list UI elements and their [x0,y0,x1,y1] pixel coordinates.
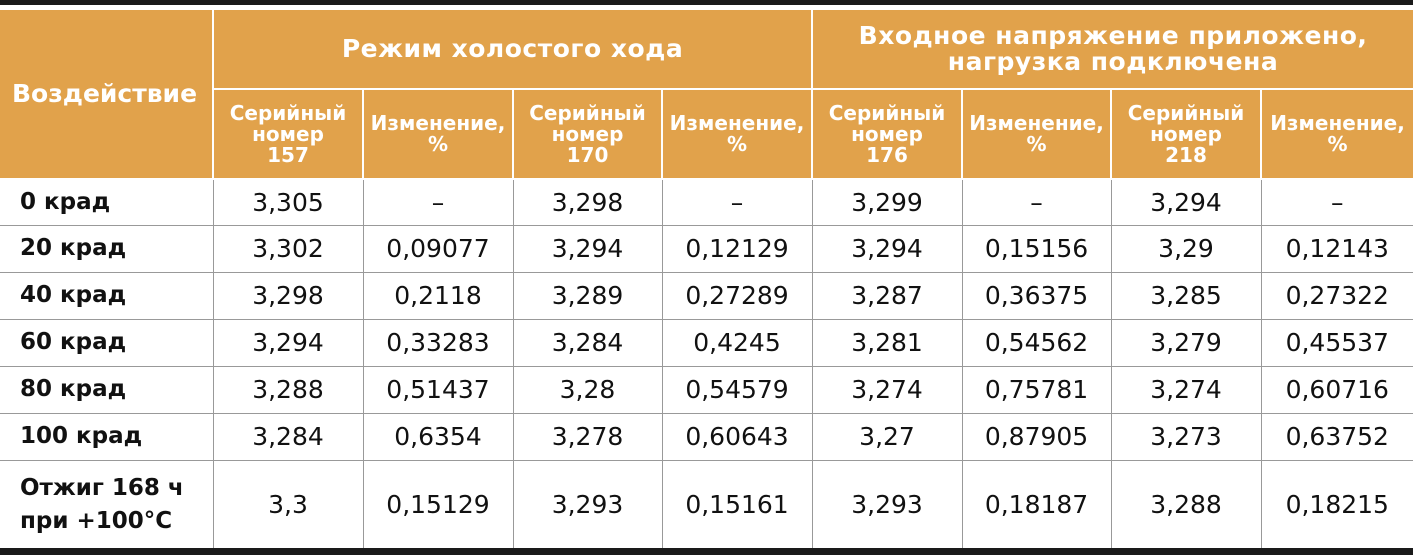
cell: 3,305 [212,178,364,226]
cell: 0,60716 [1260,365,1413,414]
cell: 3,294 [512,224,663,273]
header-row: Воздействие Режим холостого хода Входное н… [0,8,1413,180]
cell: 3,294 [212,318,364,367]
cell: 3,274 [811,365,963,414]
group-header: Входное напряжение приложено, нагрузка п… [811,8,1413,90]
cell: 0,87905 [961,412,1112,461]
cell: 3,273 [1110,412,1262,461]
header-cell: Воздействие [0,8,214,180]
table-row: Отжиг 168 ч при +100°C 3,3 0,15129 3,293 0,1… [0,459,1413,550]
cell: – [961,178,1112,226]
row-label: 80 крад [0,365,214,414]
cell: 0,60643 [661,412,813,461]
cell: 3,293 [811,459,963,550]
cell: 3,288 [212,365,364,414]
top-rule [0,0,1413,5]
row-label: 20 крад [0,224,214,273]
cell: 3,293 [512,459,663,550]
cell: 0,12129 [661,224,813,273]
column-header: Серийный номер 218 [1110,88,1263,180]
cell: – [661,178,813,226]
cell: 3,287 [811,271,963,320]
row-label: 100 крад [0,412,214,461]
cell: 3,298 [212,271,364,320]
cell: 0,09077 [362,224,514,273]
row-label: 60 крад [0,318,214,367]
cell: 3,294 [1110,178,1262,226]
cell: 0,27289 [661,271,813,320]
row-label: 40 крад [0,271,214,320]
table-row: 20 крад 3,302 0,09077 3,294 0,12129 3,294 0,15… [0,224,1413,273]
header-row: Серийный номер 157 Изменение, % Серийный н… [0,88,1413,180]
cell: 0,63752 [1260,412,1413,461]
cell: 0,54562 [961,318,1112,367]
cell: 3,284 [212,412,364,461]
column-header: Серийный номер 157 [212,88,364,180]
cell: 3,284 [512,318,663,367]
cell: 0,4245 [661,318,813,367]
cell: 3,289 [512,271,663,320]
column-header: Изменение, % [961,88,1113,180]
cell: 3,29 [1110,224,1262,273]
cell: 0,12143 [1260,224,1413,273]
column-header: Изменение, % [362,88,514,180]
column-header: Серийный номер 170 [512,88,663,180]
cell: 0,18187 [961,459,1112,550]
cell: 3,27 [811,412,963,461]
table-row: 60 крад 3,294 0,33283 3,284 0,4245 3,281 0,545… [0,318,1413,367]
cell: 0,15156 [961,224,1112,273]
cell: 3,3 [212,459,364,550]
group-header: Режим холостого хода [211,8,814,90]
cell: 3,285 [1110,271,1262,320]
cell: 3,28 [512,365,663,414]
cell: 0,27322 [1260,271,1413,320]
column-header: Изменение, % [660,88,814,180]
cell: 3,278 [512,412,663,461]
data-table: Воздействие Режим холостого хода Входное н… [0,8,1413,550]
cell: 0,15161 [661,459,813,550]
bottom-rule [0,548,1413,555]
table-row: 0 крад 3,305–3,298–3,299–3,294– [0,178,1413,226]
cell: 3,298 [512,178,663,226]
cell: 3,279 [1110,318,1262,367]
cell: 3,281 [811,318,963,367]
cell: 0,54579 [661,365,813,414]
table-row: 100 крад 3,284 0,6354 3,278 0,60643 3,27 0,879… [0,412,1413,461]
row-label: Отжиг 168 ч при +100°C [0,459,214,550]
cell: 0,33283 [362,318,514,367]
cell: 3,288 [1110,459,1262,550]
row-label: 0 крад [0,178,214,226]
cell: 0,2118 [362,271,514,320]
cell: 0,45537 [1260,318,1413,367]
column-header: Серийный номер 176 [811,88,964,180]
cell: 3,294 [811,224,963,273]
cell: 0,18215 [1260,459,1413,550]
cell: – [362,178,514,226]
cell: 3,302 [212,224,364,273]
cell: 0,75781 [961,365,1112,414]
cell: 0,15129 [362,459,514,550]
cell: 0,6354 [362,412,514,461]
cell: – [1260,178,1413,226]
column-header: Изменение, % [1260,88,1413,180]
cell: 3,274 [1110,365,1262,414]
table-row: 80 крад 3,288 0,51437 3,28 0,54579 3,274 0,757… [0,365,1413,414]
cell: 0,36375 [961,271,1112,320]
table-row: 40 крад 3,298 0,2118 3,289 0,27289 3,287 0,363… [0,271,1413,320]
cell: 3,299 [811,178,963,226]
cell: 0,51437 [362,365,514,414]
